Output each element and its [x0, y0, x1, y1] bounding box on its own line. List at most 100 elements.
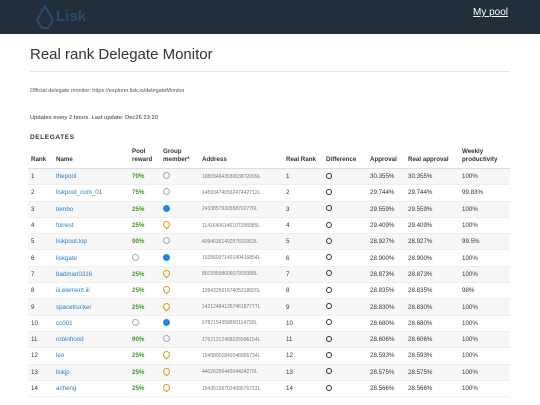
group-member-cell — [160, 331, 199, 349]
delegate-link[interactable]: liskjp — [56, 368, 70, 376]
approval-cell: 28.900% — [367, 249, 405, 267]
group-dot-icon — [163, 253, 170, 261]
address-cell: 4094636149257692063L — [199, 233, 283, 251]
header-address[interactable]: Address — [199, 148, 283, 169]
map-pin-icon — [161, 349, 172, 360]
official-monitor-link[interactable]: https://explorer.lisk.io/delegateMonitor — [92, 88, 185, 94]
group-member-cell — [160, 364, 199, 381]
name-cell: forrest — [53, 217, 129, 235]
pool-reward-cell: 25% — [129, 347, 160, 365]
divider — [30, 71, 510, 72]
header-rank[interactable]: Rank — [28, 148, 53, 169]
pool-reward-cell — [129, 315, 160, 332]
name-cell: liskpool_com_01 — [53, 184, 129, 202]
rank-cell: 11 — [28, 331, 53, 349]
header-real-approval[interactable]: Real approval — [405, 148, 459, 169]
delegate-link[interactable]: badman0316 — [56, 270, 93, 278]
delegate-link[interactable]: acheng — [56, 385, 77, 392]
map-pin-icon — [161, 284, 172, 295]
header-weekly-productivity[interactable]: Weekly productivity — [459, 148, 510, 169]
address-cell: 14593474056247442712L — [199, 184, 283, 202]
table-row: 2 liskpool_com_01 75% 14593474056247442712L… — [28, 184, 510, 202]
delegate-link[interactable]: leo — [56, 352, 65, 360]
header-pool-reward[interactable]: Pool reward — [129, 148, 160, 169]
delegate-link[interactable]: forrest — [56, 222, 74, 230]
group-member-cell — [160, 249, 199, 267]
name-cell: liskgate — [53, 249, 129, 267]
rank-cell: 8 — [28, 282, 53, 300]
table-row: 9 spacetrucker 25% 14212484126746187777L 9 28… — [28, 298, 510, 316]
no-change-icon — [326, 237, 332, 244]
real-rank-cell: 2 — [283, 184, 323, 202]
no-change-icon — [326, 188, 332, 195]
rank-cell: 9 — [28, 298, 53, 316]
no-change-icon — [326, 335, 332, 342]
group-member-cell — [160, 168, 199, 186]
group-member-cell — [160, 380, 199, 398]
delegate-link[interactable]: thepool — [56, 173, 77, 181]
approval-cell: 28.680% — [367, 315, 405, 332]
difference-cell — [323, 380, 367, 398]
address-cell: 4402625644304434270L — [199, 364, 283, 381]
approval-cell: 29.744% — [367, 184, 405, 202]
table-body: 1 thepool 70% 10809494368003872009L 1 30.355%… — [28, 168, 510, 398]
real-rank-cell: 3 — [283, 201, 323, 218]
my-pool-link[interactable]: My pool — [472, 7, 508, 18]
address-cell: 15435156702499576722L — [199, 380, 283, 398]
delegates-table: Rank Name Pool reward Group member* Addr… — [28, 148, 510, 398]
update-info: Updates every 2 hours. Last update: Dec2… — [30, 115, 158, 121]
real-approval-cell: 30.355% — [405, 168, 459, 186]
rank-cell: 13 — [28, 364, 53, 381]
delegate-link[interactable]: iii.element.iii — [56, 287, 90, 295]
name-cell: iii.element.iii — [53, 282, 129, 300]
empty-circle-icon — [132, 318, 139, 326]
address-cell: 8015959860607939388L — [199, 266, 283, 284]
productivity-cell: 100% — [459, 249, 510, 267]
header-real-rank[interactable]: Real Rank — [283, 148, 323, 169]
no-change-icon — [326, 254, 332, 261]
real-approval-cell: 28.835% — [405, 282, 459, 300]
table-header-row: Rank Name Pool reward Group member* Addr… — [28, 148, 510, 169]
pool-reward-cell: 25% — [129, 298, 160, 316]
address-cell: 16356097149140416854L — [199, 249, 283, 267]
difference-cell — [323, 331, 367, 349]
map-pin-icon — [161, 366, 172, 377]
address-cell: 15458001843048965734L — [199, 347, 283, 365]
delegate-link[interactable]: spacetrucker — [56, 303, 92, 311]
delegate-link[interactable]: cc001 — [56, 319, 73, 327]
delegate-link[interactable]: liskgate — [56, 254, 77, 262]
official-monitor-text: Official delegate monitor: https://explo… — [30, 88, 185, 94]
lisk-logo[interactable]: Lisk — [36, 5, 86, 29]
rank-cell: 12 — [28, 347, 53, 365]
delegate-link[interactable]: tembo — [56, 205, 74, 213]
delegate-link[interactable]: liskpool_com_01 — [56, 189, 103, 197]
header-group-member[interactable]: Group member* — [160, 148, 199, 169]
approval-cell: 28.575% — [367, 364, 405, 381]
group-member-cell — [160, 266, 199, 284]
table-row: 12 leo 25% 15458001843048965734L 12 28.593% 28… — [28, 347, 510, 365]
no-change-icon — [326, 319, 332, 326]
real-approval-cell: 28.566% — [405, 380, 459, 398]
no-change-icon — [326, 286, 332, 293]
name-cell: leo — [53, 347, 129, 365]
difference-cell — [323, 298, 367, 316]
approval-cell: 29.559% — [367, 201, 405, 218]
group-member-cell — [160, 315, 199, 332]
no-change-icon — [326, 205, 332, 212]
header-approval[interactable]: Approval — [367, 148, 405, 169]
group-member-cell — [160, 347, 199, 365]
group-member-cell — [160, 201, 199, 218]
name-cell: thepool — [53, 168, 129, 186]
approval-cell: 29.409% — [367, 217, 405, 235]
address-cell: 6787154358850114730L — [199, 315, 283, 332]
pool-reward-cell: 25% — [129, 364, 160, 381]
rank-cell: 4 — [28, 217, 53, 235]
delegate-link[interactable]: robinhood — [56, 336, 84, 344]
table-row: 6 liskgate 16356097149140416854L 6 28.900% 28… — [28, 249, 510, 267]
header-difference[interactable]: Difference — [323, 148, 367, 169]
group-dot-icon — [163, 318, 170, 326]
delegate-link[interactable]: liskpool.top — [56, 238, 87, 246]
real-rank-cell: 8 — [283, 282, 323, 300]
header-name[interactable]: Name — [53, 148, 129, 169]
real-approval-cell: 29.744% — [405, 184, 459, 202]
